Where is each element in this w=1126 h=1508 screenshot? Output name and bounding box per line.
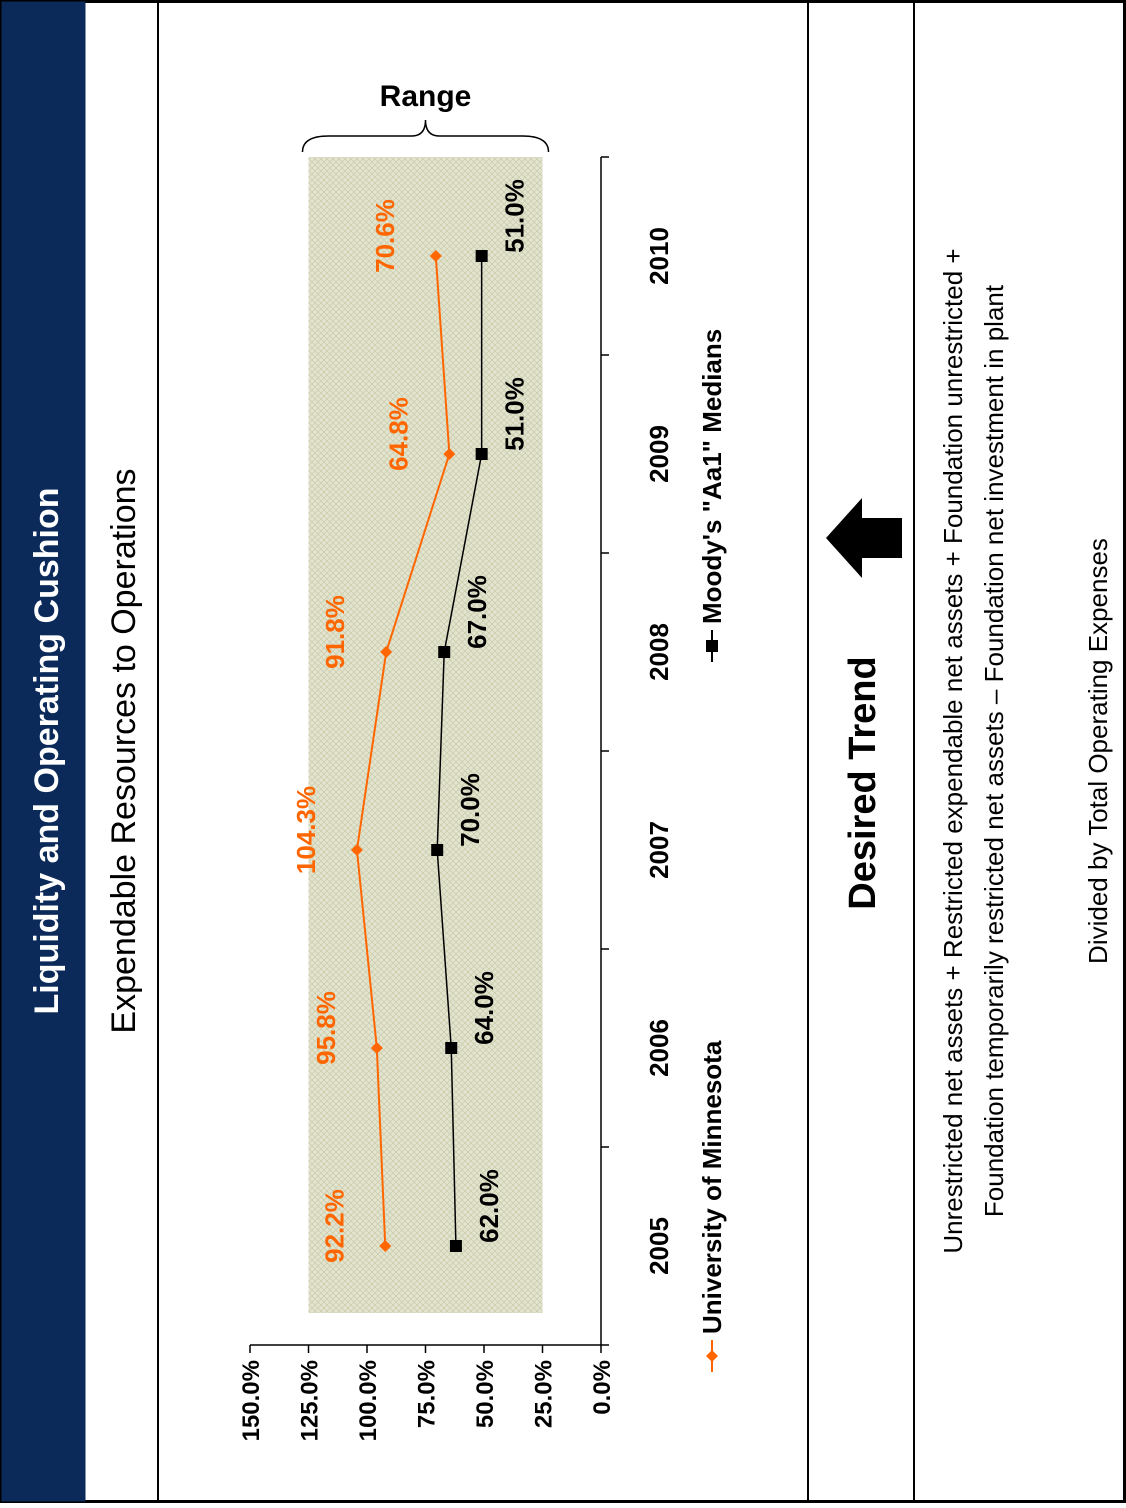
data-point — [475, 448, 488, 460]
footer-line1: Unrestricted net assets + Restricted exp… — [938, 248, 968, 1253]
category-label: 2009 — [644, 425, 674, 483]
value-tick-label: 75.0% — [414, 1360, 441, 1428]
data-point — [350, 844, 363, 856]
data-label: 70.0% — [455, 773, 485, 847]
data-label: 104.3% — [291, 786, 321, 874]
data-label: 92.2% — [319, 1189, 349, 1263]
range-band — [308, 157, 543, 1313]
value-tick-label: 100.0% — [355, 1360, 382, 1441]
category-label: 2010 — [644, 227, 674, 285]
data-label: 62.0% — [474, 1169, 504, 1243]
value-tick-label: 25.0% — [531, 1360, 558, 1428]
data-label: 95.8% — [311, 991, 341, 1065]
data-label: 64.8% — [383, 397, 413, 471]
data-label: 51.0% — [500, 377, 530, 451]
data-label: 64.0% — [469, 971, 499, 1045]
legend-marker — [706, 1350, 718, 1362]
category-label: 2008 — [644, 623, 674, 681]
category-label: 2007 — [644, 821, 674, 879]
range-label: Range — [380, 80, 472, 113]
footer-line3: Divided by Total Operating Expenses — [1083, 538, 1113, 964]
legend-label: University of Minnesota — [697, 1040, 727, 1334]
data-point — [445, 1042, 458, 1054]
data-label: 67.0% — [462, 575, 492, 649]
value-tick-label: 50.0% — [472, 1360, 499, 1428]
value-tick-label: 125.0% — [297, 1360, 324, 1441]
value-tick-label: 0.0% — [589, 1360, 616, 1415]
data-point — [443, 448, 456, 460]
legend-label: Moody's "Aa1" Medians — [697, 329, 727, 624]
data-point — [449, 1240, 462, 1252]
data-point — [438, 646, 451, 658]
data-point — [475, 250, 488, 262]
category-label: 2005 — [644, 1217, 674, 1275]
data-label: 91.8% — [320, 595, 350, 669]
range-brace — [301, 119, 550, 153]
chart-subtitle: Expendable Resources to Operations — [105, 468, 143, 1033]
data-point — [379, 1240, 392, 1252]
chart: Range 0.0% 25.0% 50.0% 75.0% 100.0% 125.0% 150… — [238, 80, 727, 1441]
data-point — [380, 646, 393, 658]
header-bar — [1, 1, 86, 1502]
data-point — [429, 250, 442, 262]
header-title: Liquidity and Operating Cushion — [28, 488, 66, 1015]
desired-trend-label: Desired Trend — [842, 656, 884, 909]
data-point — [370, 1042, 383, 1054]
series-line — [355, 255, 451, 1247]
data-point — [431, 844, 444, 856]
category-label: 2006 — [644, 1019, 674, 1077]
value-tick-label: 150.0% — [238, 1360, 265, 1441]
data-label: 70.6% — [370, 199, 400, 273]
series-line — [436, 256, 483, 1247]
legend-marker — [706, 640, 718, 652]
desired-trend-arrow-icon — [826, 498, 902, 578]
data-label: 51.0% — [500, 179, 530, 253]
footer-line2: Foundation temporarily restricted net as… — [979, 284, 1009, 1217]
